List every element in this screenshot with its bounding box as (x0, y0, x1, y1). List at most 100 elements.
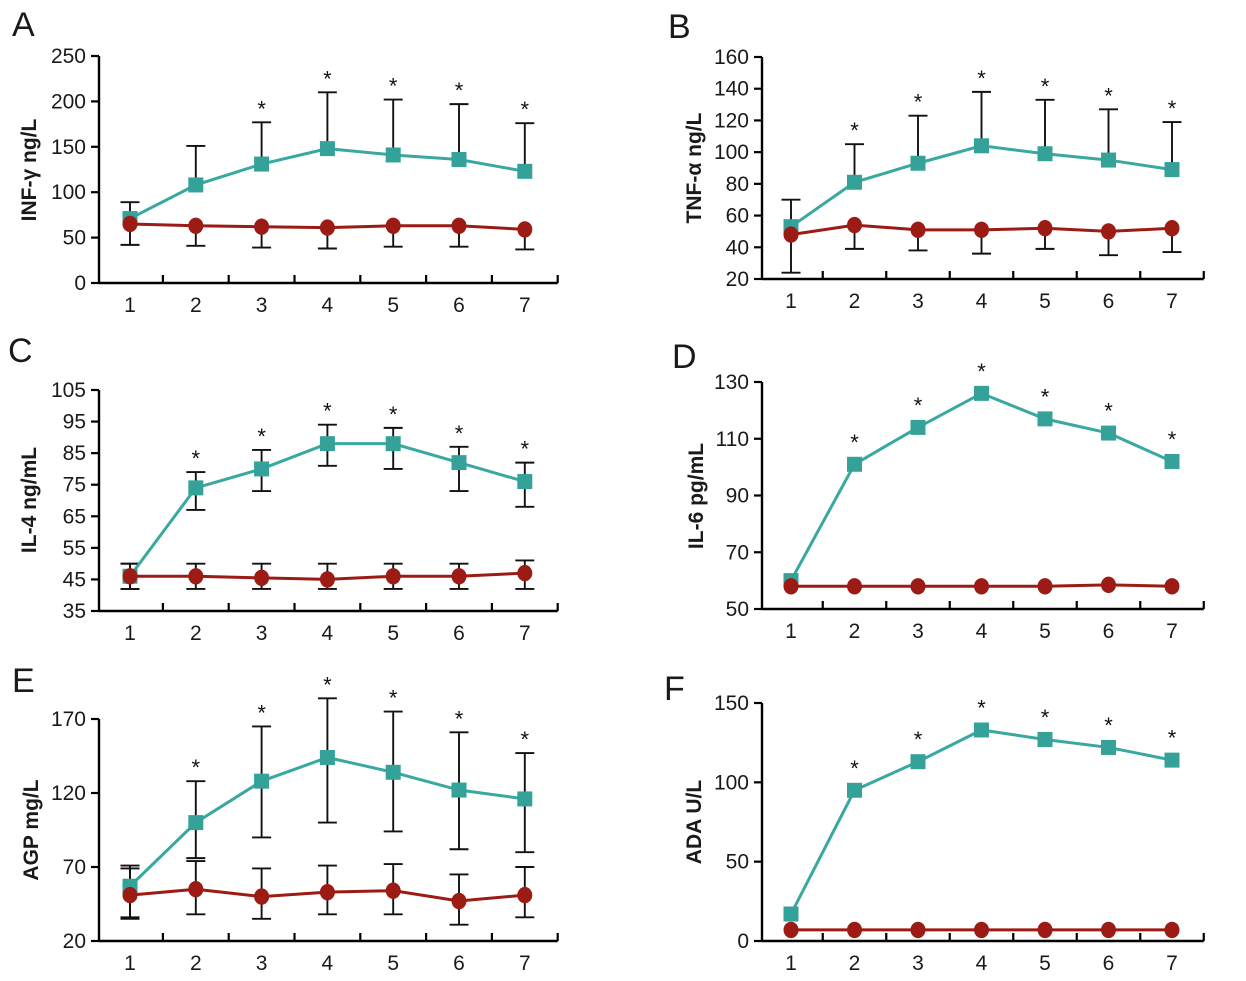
square-marker (910, 754, 926, 770)
svg-text:*: * (192, 755, 201, 780)
svg-text:100: 100 (51, 181, 86, 204)
svg-text:3: 3 (912, 290, 924, 313)
svg-text:1: 1 (785, 290, 797, 313)
series-teal-squares (122, 749, 533, 894)
panel-f-chart: 0 50 100 150 1 2 3 4 5 6 7 * * * * * * (714, 692, 1205, 975)
svg-text:3: 3 (912, 620, 924, 643)
svg-text:5: 5 (1039, 952, 1051, 975)
circle-marker (319, 219, 335, 236)
svg-text:2: 2 (849, 290, 861, 313)
square-marker (910, 419, 926, 435)
svg-text:*: * (1104, 399, 1113, 424)
svg-text:45: 45 (63, 568, 86, 591)
panel-c-letter: C (8, 332, 33, 370)
svg-text:*: * (977, 66, 986, 91)
circle-marker (451, 568, 467, 585)
svg-text:7: 7 (519, 952, 531, 975)
svg-text:130: 130 (714, 371, 749, 394)
svg-text:5: 5 (387, 294, 399, 317)
svg-text:*: * (521, 437, 530, 462)
svg-text:2: 2 (849, 620, 861, 643)
square-marker (847, 782, 862, 798)
panel-d: 50 70 90 110 130 1 2 3 4 5 6 7 * * * * * * (623, 330, 1246, 660)
svg-text:65: 65 (63, 505, 86, 528)
svg-text:70: 70 (63, 856, 86, 879)
svg-text:100: 100 (714, 141, 749, 164)
circle-marker (1037, 921, 1053, 939)
circle-marker (122, 568, 138, 585)
svg-text:120: 120 (714, 109, 749, 132)
circle-marker (385, 217, 401, 234)
svg-text:200: 200 (51, 90, 86, 113)
svg-text:160: 160 (714, 46, 749, 69)
svg-text:250: 250 (51, 45, 86, 68)
svg-text:4: 4 (976, 952, 988, 975)
circle-marker (1101, 223, 1116, 240)
square-marker (517, 474, 533, 490)
axes: 20 70 120 170 1 2 3 4 5 6 7 (51, 708, 559, 975)
svg-text:75: 75 (63, 474, 86, 497)
circle-marker (1164, 921, 1180, 939)
svg-text:*: * (850, 430, 859, 455)
square-marker (847, 174, 862, 190)
svg-text:2: 2 (190, 952, 202, 975)
svg-text:1: 1 (785, 620, 797, 643)
circle-marker (122, 215, 138, 233)
svg-text:*: * (389, 402, 398, 427)
svg-text:5: 5 (387, 952, 399, 975)
svg-text:*: * (455, 421, 464, 446)
square-marker (319, 749, 335, 765)
svg-text:1: 1 (124, 294, 136, 317)
circle-marker (385, 568, 401, 585)
circle-marker (783, 921, 799, 939)
square-marker (188, 480, 204, 496)
square-marker (451, 782, 467, 798)
svg-text:*: * (521, 97, 530, 122)
square-marker (319, 141, 335, 157)
circle-marker (254, 569, 270, 587)
circle-marker (1164, 578, 1180, 595)
circle-marker (910, 921, 926, 939)
series-red-circles (122, 881, 533, 910)
svg-text:85: 85 (63, 442, 86, 465)
svg-text:5: 5 (387, 622, 399, 645)
circle-marker (1101, 921, 1116, 939)
square-marker (254, 461, 270, 477)
svg-text:4: 4 (322, 294, 334, 317)
square-marker (847, 456, 862, 472)
square-marker (974, 722, 989, 738)
circle-marker (122, 886, 138, 904)
svg-text:105: 105 (51, 379, 86, 402)
circle-marker (910, 221, 926, 239)
series-teal-squares (783, 385, 1180, 589)
panel-e: 20 70 120 170 1 2 3 4 5 6 7 * * * * * * (0, 660, 623, 981)
svg-text:120: 120 (51, 782, 86, 805)
svg-text:*: * (850, 118, 859, 143)
svg-text:7: 7 (1166, 290, 1178, 313)
series-red-circles (783, 576, 1180, 595)
svg-text:*: * (389, 74, 398, 99)
circle-marker (974, 921, 989, 939)
circle-marker (783, 578, 799, 595)
circle-marker (517, 564, 533, 582)
svg-text:5: 5 (1039, 620, 1051, 643)
svg-text:*: * (1168, 427, 1177, 452)
square-marker (910, 155, 926, 171)
svg-text:150: 150 (51, 136, 86, 159)
square-marker (783, 906, 799, 922)
series-red-circles (122, 564, 533, 588)
series-teal-squares (122, 436, 533, 584)
circle-marker (910, 578, 926, 595)
square-marker (188, 815, 204, 831)
panel-d-chart: 50 70 90 110 130 1 2 3 4 5 6 7 * * * * * * (714, 359, 1205, 643)
svg-text:*: * (323, 66, 332, 91)
circle-marker (385, 882, 401, 899)
circle-marker (319, 571, 335, 588)
panel-e-chart: 20 70 120 170 1 2 3 4 5 6 7 * * * * * * (51, 672, 559, 975)
panel-a-letter: A (12, 6, 35, 44)
svg-text:1: 1 (124, 952, 136, 975)
circle-marker (517, 221, 533, 238)
svg-text:50: 50 (726, 598, 749, 621)
svg-text:20: 20 (726, 268, 749, 291)
